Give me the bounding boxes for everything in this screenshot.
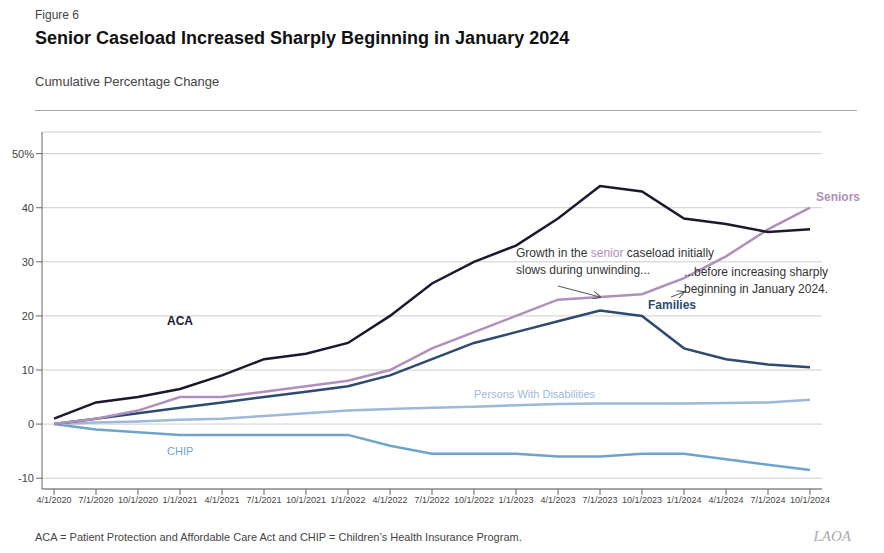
svg-text:40: 40 — [22, 202, 34, 214]
svg-text:20: 20 — [22, 310, 34, 322]
svg-text:7/1/2021: 7/1/2021 — [246, 495, 281, 505]
html-text:Growth in the senior caseload: Growth in the senior caseload initially … — [516, 246, 715, 277]
svg-text:4/1/2024: 4/1/2024 — [708, 495, 743, 505]
svg-text:0: 0 — [28, 418, 34, 430]
svg-text:50%: 50% — [12, 148, 34, 160]
svg-text:-10: -10 — [18, 472, 34, 484]
html-text:...before increasing sharply b: ...before increasing sharply beginning i… — [684, 265, 829, 296]
svg-text:4/1/2023: 4/1/2023 — [540, 495, 575, 505]
svg-text:1/1/2023: 1/1/2023 — [498, 495, 533, 505]
svg-text:10/1/2021: 10/1/2021 — [286, 495, 326, 505]
svg-text:4/1/2022: 4/1/2022 — [372, 495, 407, 505]
html-text:Cumulative Percentage Change: Cumulative Percentage Change — [35, 74, 220, 89]
html-text:ACA: ACA — [167, 314, 193, 328]
svg-text:10: 10 — [22, 364, 34, 376]
html-text:Figure 6: Figure 6 — [35, 8, 79, 22]
html-text:CHIP: CHIP — [167, 445, 194, 457]
html-text:Senior Caseload Increased Shar: Senior Caseload Increased Sharply Beginn… — [35, 28, 570, 48]
svg-text:4/1/2020: 4/1/2020 — [36, 495, 71, 505]
svg-text:7/1/2024: 7/1/2024 — [750, 495, 785, 505]
svg-text:10/1/2022: 10/1/2022 — [454, 495, 494, 505]
svg-text:7/1/2023: 7/1/2023 — [582, 495, 617, 505]
html-text:LAOA: LAOA — [813, 528, 851, 544]
html-text:Persons With Disabilities: Persons With Disabilities — [474, 388, 595, 400]
svg-text:1/1/2021: 1/1/2021 — [162, 495, 197, 505]
svg-text:7/1/2020: 7/1/2020 — [78, 495, 113, 505]
svg-text:1/1/2022: 1/1/2022 — [330, 495, 365, 505]
svg-text:10/1/2023: 10/1/2023 — [622, 495, 662, 505]
html-text:Families: Families — [648, 298, 696, 312]
html-text:Seniors: Seniors — [816, 190, 860, 204]
html-text:ACA = Patient Protection and A: ACA = Patient Protection and Affordable … — [35, 531, 522, 543]
svg-text:10/1/2020: 10/1/2020 — [118, 495, 158, 505]
svg-text:1/1/2024: 1/1/2024 — [666, 495, 701, 505]
svg-text:7/1/2022: 7/1/2022 — [414, 495, 449, 505]
svg-text:30: 30 — [22, 256, 34, 268]
svg-text:4/1/2021: 4/1/2021 — [204, 495, 239, 505]
svg-text:10/1/2024: 10/1/2024 — [790, 495, 830, 505]
